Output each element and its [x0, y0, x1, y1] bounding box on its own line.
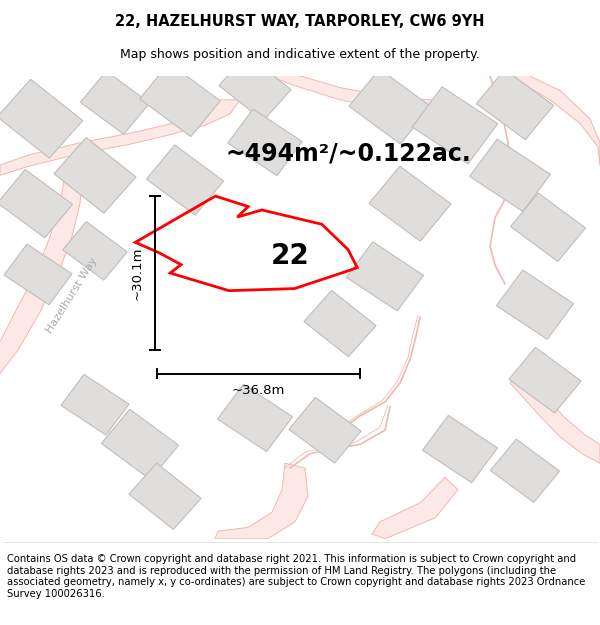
Polygon shape: [304, 291, 376, 357]
Polygon shape: [129, 463, 201, 529]
Text: Map shows position and indicative extent of the property.: Map shows position and indicative extent…: [120, 48, 480, 61]
Polygon shape: [146, 145, 224, 215]
Text: 22: 22: [271, 242, 310, 269]
Polygon shape: [0, 100, 240, 176]
Text: 22, HAZELHURST WAY, TARPORLEY, CW6 9YH: 22, HAZELHURST WAY, TARPORLEY, CW6 9YH: [115, 14, 485, 29]
Polygon shape: [510, 71, 600, 166]
Polygon shape: [346, 242, 424, 311]
Polygon shape: [349, 69, 431, 144]
Text: ~36.8m: ~36.8m: [232, 384, 285, 397]
Polygon shape: [63, 222, 127, 280]
Polygon shape: [289, 398, 361, 463]
Polygon shape: [490, 439, 560, 503]
Polygon shape: [101, 409, 179, 479]
Polygon shape: [511, 193, 586, 261]
Polygon shape: [80, 71, 149, 134]
Polygon shape: [476, 69, 554, 140]
Polygon shape: [412, 87, 498, 164]
Text: Hazelhurst Way: Hazelhurst Way: [44, 256, 100, 335]
Polygon shape: [215, 463, 308, 539]
Polygon shape: [470, 139, 550, 211]
Polygon shape: [140, 63, 220, 137]
Polygon shape: [372, 478, 458, 539]
Text: Contains OS data © Crown copyright and database right 2021. This information is : Contains OS data © Crown copyright and d…: [7, 554, 586, 599]
Polygon shape: [0, 169, 73, 238]
Polygon shape: [0, 176, 82, 374]
Polygon shape: [369, 166, 451, 241]
Polygon shape: [496, 270, 574, 339]
Polygon shape: [61, 374, 129, 435]
Polygon shape: [509, 348, 581, 413]
Text: ~494m²/~0.122ac.: ~494m²/~0.122ac.: [225, 142, 471, 166]
Polygon shape: [4, 244, 72, 305]
Polygon shape: [219, 54, 291, 121]
Polygon shape: [54, 138, 136, 213]
Polygon shape: [228, 109, 302, 176]
Polygon shape: [250, 74, 462, 116]
Polygon shape: [510, 374, 600, 463]
Polygon shape: [0, 79, 83, 158]
Text: ~30.1m: ~30.1m: [131, 246, 143, 300]
Polygon shape: [422, 416, 497, 482]
Polygon shape: [218, 384, 292, 452]
